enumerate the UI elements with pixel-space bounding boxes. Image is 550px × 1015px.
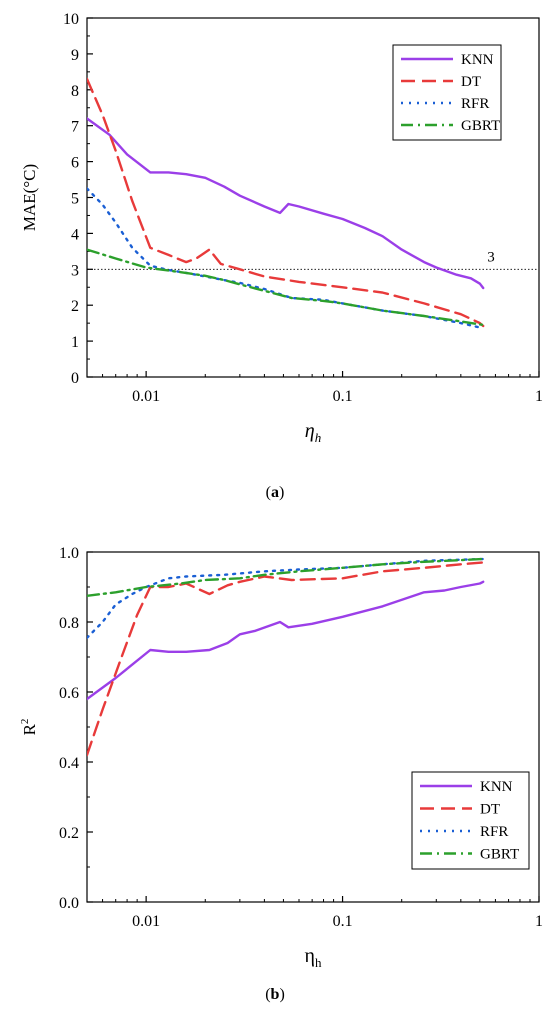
x-axis-label-main: η [305,945,315,967]
y-tick-label: 1.0 [59,545,79,562]
y-tick-label: 0.2 [59,825,79,842]
series-line-dt [87,77,485,328]
x-axis-label: ηh [305,945,322,970]
y-axis-label: MAE(°C) [20,164,39,231]
caption-a-letter: a [271,484,279,501]
legend-label-dt: DT [461,74,481,90]
y-tick-label: 5 [71,191,79,208]
y-tick-label: 9 [71,47,79,64]
legend-label-knn: KNN [461,52,494,68]
y-tick-label: 0.8 [59,615,79,632]
series-line-gbrt [87,557,485,598]
y-axis-label-main: R [20,723,39,735]
x-axis-label-sub: h [315,955,322,970]
x-axis-label-sub: h [315,430,322,445]
y-tick-label: 7 [71,119,79,136]
y-tick-label: 3 [71,262,79,279]
legend-label-rfr: RFR [461,96,489,112]
legend-label-gbrt: GBRT [461,118,500,134]
y-tick-label: 0.6 [59,685,79,702]
y-tick-label: 0.4 [59,755,79,772]
y-tick-label: 2 [71,298,79,315]
chart-panel-b: 0.01 0.1 1 0.0 0.2 0.4 0.6 0.8 1.0 KNN DT RFR GBRT ηh… [0,510,550,1015]
x-tick-label: 0.01 [132,388,160,405]
y-tick-label: 6 [71,155,79,172]
series-line-gbrt [87,248,485,327]
x-tick-label: 0.1 [333,913,353,930]
y-tick-label: 8 [71,83,79,100]
y-tick-label: 10 [63,11,79,28]
y-tick-label: 0.0 [59,895,79,912]
y-axis-label-sup: 2 [19,719,31,725]
caption-b-letter: b [270,986,280,1003]
x-axis-label-main: η [305,420,315,442]
caption-a: (a) [265,484,285,501]
series-line-knn [87,117,485,290]
legend-label-knn: KNN [480,779,513,795]
caption-b: (b) [265,986,285,1003]
legend-label-rfr: RFR [480,824,508,840]
chart-panel-a: 0.01 0.1 1 0 1 2 3 4 5 6 7 8 9 10 3 KNN DT RFR GBRT ηh MAE(°… [20,11,543,501]
chart-a-svg: 0.01 0.1 10123456789103KNNDTRFRGBRTηhMAE(°… [20,11,543,445]
series-line-knn [87,580,485,701]
x-tick-label: 0.1 [333,388,353,405]
legend-label-dt: DT [480,802,500,818]
series-line-dt [87,561,485,757]
reference-line-label: 3 [487,249,495,265]
series-line-rfr [87,187,485,330]
x-tick-label: 0.01 [132,913,160,930]
y-axis-label: R2 [19,719,39,736]
x-tick-label: 1 [535,913,543,930]
y-tick-label: 1 [71,334,79,351]
y-tick-label: 0 [71,370,79,387]
chart-b-svg: 0.01 0.1 1 0.0 0.2 0.4 0.6 0.8 1.0 KNN DT RFR GBRT ηh… [19,545,543,970]
legend-label-gbrt: GBRT [480,847,519,863]
y-tick-label: 4 [71,226,79,243]
x-tick-label: 1 [535,388,543,405]
series-line-rfr [87,557,485,640]
x-axis-label: ηh [305,420,321,445]
